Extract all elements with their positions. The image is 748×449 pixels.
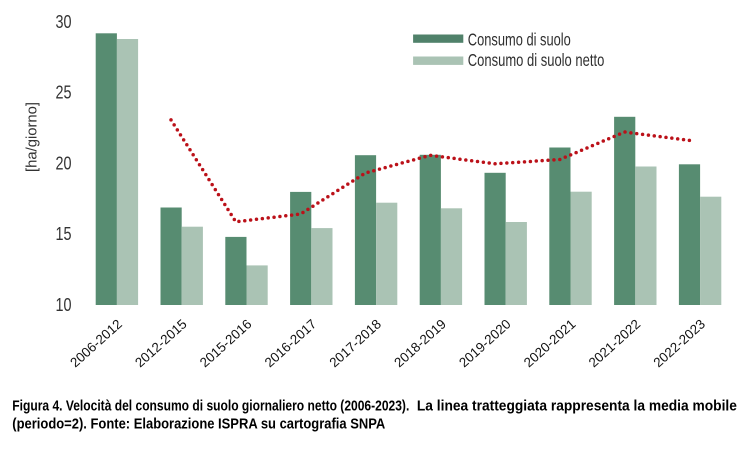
svg-text:Consumo di suolo: Consumo di suolo bbox=[468, 30, 571, 50]
svg-text:25: 25 bbox=[56, 83, 72, 103]
svg-text:Consumo di suolo netto: Consumo di suolo netto bbox=[468, 50, 605, 70]
svg-text:Figura 4. Velocità del consumo: Figura 4. Velocità del consumo di suolo … bbox=[12, 398, 409, 415]
svg-text:10: 10 bbox=[56, 295, 72, 315]
svg-text:La linea tratteggiata rapprese: La linea tratteggiata rappresenta la med… bbox=[417, 398, 737, 415]
svg-text:20: 20 bbox=[56, 153, 72, 173]
svg-text:30: 30 bbox=[56, 12, 72, 32]
svg-text:15: 15 bbox=[56, 224, 72, 244]
svg-text:(periodo=2). Fonte: Elaborazio: (periodo=2). Fonte: Elaborazione ISPRA s… bbox=[12, 415, 385, 432]
svg-text:[ha/giorno]: [ha/giorno] bbox=[25, 102, 41, 172]
